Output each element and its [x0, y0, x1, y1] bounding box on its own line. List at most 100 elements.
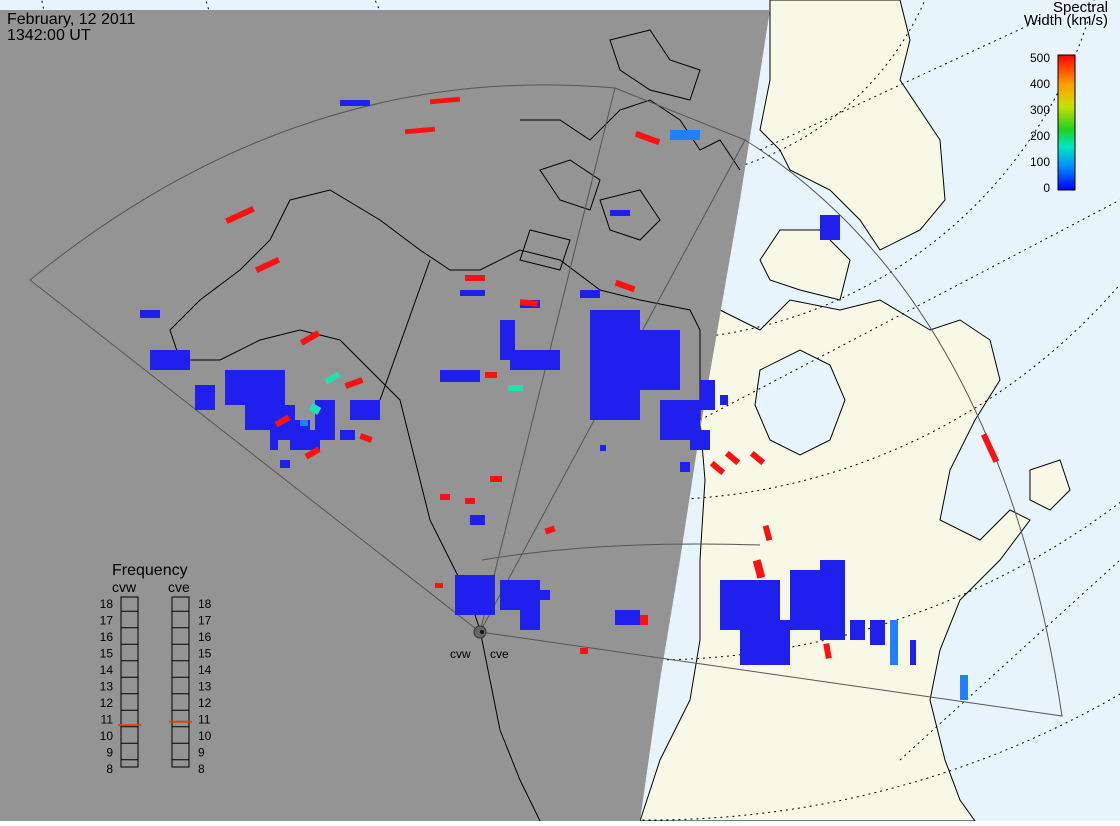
scatter-cell — [600, 445, 606, 451]
scatter-cell-high — [614, 279, 636, 293]
scatter-cell-high — [490, 476, 502, 482]
scatter-cell-high — [274, 414, 291, 428]
frequency-tick-left: 13 — [100, 680, 114, 694]
scatter-cell — [820, 560, 845, 640]
scatter-cell — [690, 430, 710, 450]
frequency-cve-label: cve — [168, 579, 190, 595]
spectral-width-colorbar: 500 400 300 200 100 0 — [1030, 51, 1076, 195]
scatter-cell-high — [359, 433, 373, 443]
scatter-cell — [280, 460, 290, 468]
scatter-cell-high — [762, 524, 773, 542]
scatter-cell — [890, 620, 898, 665]
scatter-cell-high — [429, 96, 461, 105]
scatter-cell — [290, 430, 320, 450]
frequency-tick-right: 11 — [198, 713, 211, 727]
scatter-cell-high — [465, 498, 475, 504]
scatter-cell — [150, 350, 190, 370]
scatter-cell — [615, 610, 640, 625]
scatter-cell-high — [634, 130, 661, 146]
colorbar-gradient — [1057, 54, 1076, 191]
hudson-bay — [754, 349, 846, 456]
scatter-cell — [620, 360, 640, 390]
scatter-cell — [225, 370, 285, 405]
scatter-cell-mid — [508, 385, 523, 391]
colorbar-ticks: 500 400 300 200 100 0 — [1030, 51, 1050, 195]
scatter-cell-high — [485, 372, 497, 378]
radar-label-cve: cve — [490, 647, 509, 661]
frequency-cvw-column — [120, 596, 139, 768]
scatter-cell — [680, 462, 690, 472]
radar-scatter-layer — [140, 96, 1000, 700]
scatter-cell-high — [344, 377, 364, 389]
scatter-cell — [510, 350, 560, 370]
scatter-cell-high — [225, 205, 255, 225]
colorbar-title-line2: Width (km/s) — [1023, 12, 1108, 29]
frequency-tick-left: 14 — [100, 663, 114, 677]
scatter-cell — [670, 130, 700, 140]
scatter-cell — [580, 290, 600, 298]
radar-site-cve — [480, 630, 484, 634]
longitude-grid — [699, 19, 1120, 761]
scatter-cell — [500, 580, 540, 610]
scatter-cell-high — [304, 446, 321, 460]
scatter-cell — [140, 310, 160, 318]
scatter-cell-high — [519, 299, 539, 307]
scatter-cell-high — [465, 275, 485, 281]
scatter-cell — [910, 640, 916, 665]
frequency-tick-right: 9 — [198, 746, 205, 760]
frequency-tick-left: 15 — [100, 647, 114, 661]
scatter-cell-high — [709, 460, 726, 476]
radar-label-cvw: cvw — [450, 647, 471, 661]
frequency-tick-right: 16 — [198, 630, 212, 644]
scatter-cell-high — [640, 615, 648, 625]
cvw-fov — [29, 84, 616, 633]
colorbar-tick-label: 100 — [1030, 155, 1050, 169]
frequency-tick-right: 13 — [198, 680, 212, 694]
scatter-cell-mid — [308, 403, 322, 415]
colorbar-title-line1: Spectral — [1052, 0, 1108, 16]
colorbar-tick-label: 400 — [1030, 77, 1050, 91]
cve-fov — [479, 139, 1063, 717]
scatter-cell-high — [299, 330, 321, 346]
frequency-tick-right: 12 — [198, 696, 212, 710]
scatter-cell — [300, 420, 308, 426]
frequency-panel: Frequency cvw cve 18 18 17 17 16 16 15 15 14 14 13… — [100, 562, 212, 776]
scatter-cell — [520, 610, 540, 630]
scatter-cell — [960, 675, 968, 700]
greenland-landmass — [759, 0, 946, 251]
scatter-cell — [440, 370, 480, 382]
scatter-cell-mid — [324, 371, 341, 385]
western-coastlines — [169, 29, 741, 822]
frequency-cvw-label: cvw — [112, 579, 137, 595]
scatter-cell-high — [749, 450, 766, 466]
scatter-cell-high — [254, 256, 281, 274]
frequency-cve-column — [171, 596, 190, 768]
scatter-cell-high — [823, 643, 832, 659]
frequency-tick-left: 17 — [100, 614, 114, 628]
scatter-cell — [740, 620, 790, 665]
scatter-cell — [820, 215, 840, 240]
frequency-tick-right: 15 — [198, 647, 212, 661]
date-label: February, 12 2011 — [7, 11, 136, 28]
scatter-cell — [870, 620, 885, 645]
scatter-cell — [270, 440, 278, 450]
colorbar-tick-label: 500 — [1030, 51, 1050, 65]
night-terminator-shade — [0, 10, 770, 821]
scatter-cell-high — [544, 525, 556, 535]
scatter-cell-high — [752, 559, 766, 579]
scatter-cell-high — [404, 126, 436, 135]
frequency-tick-left: 18 — [100, 597, 114, 611]
scatter-cell — [720, 395, 728, 405]
frequency-tick-left: 8 — [106, 762, 113, 776]
scatter-cell — [610, 210, 630, 216]
frequency-tick-right: 10 — [198, 729, 212, 743]
frequency-tick-left: 10 — [100, 729, 114, 743]
scatter-cell-high — [435, 583, 443, 588]
scatter-cell — [195, 385, 215, 410]
colorbar-tick-label: 0 — [1043, 181, 1050, 195]
frequency-tick-right: 18 — [198, 597, 212, 611]
scatter-cell — [850, 620, 865, 640]
scatter-cell — [540, 590, 550, 600]
colorbar-tick-label: 200 — [1030, 129, 1050, 143]
